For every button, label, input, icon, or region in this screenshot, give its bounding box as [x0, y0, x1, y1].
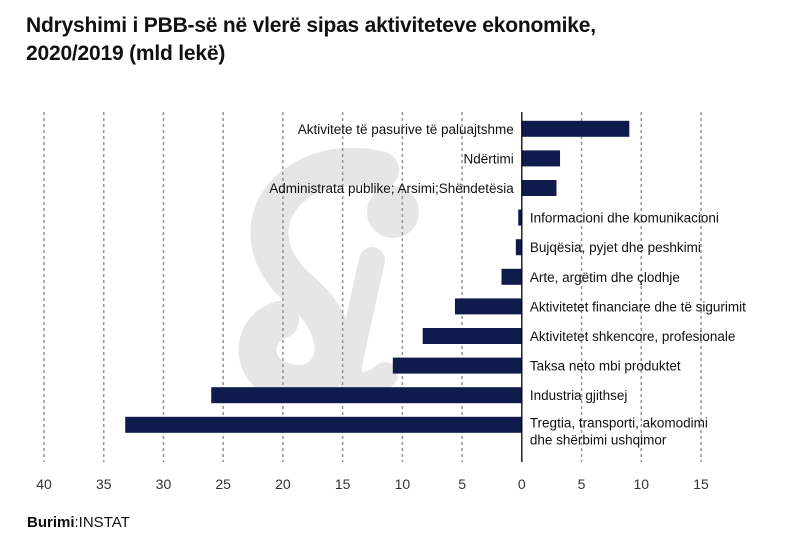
x-tick-label: 15: [335, 476, 351, 492]
x-tick-labels: 40 35 30 25 20 15 10 5 0 5 10 15: [36, 476, 709, 492]
bar: [454, 298, 522, 315]
category-labels: Aktivitete të pasurive të paluajtshme Ndë…: [269, 122, 746, 447]
chart-title-line-1: Ndryshimi i PBB-së në vlerë sipas aktivi…: [26, 14, 596, 37]
watermark-logo: [238, 147, 419, 403]
category-label: Ndërtimi: [464, 151, 514, 166]
bar: [422, 328, 522, 344]
x-tick-label: 10: [395, 476, 411, 492]
category-label: Bujqësia, pyjet dhe peshkimi: [530, 240, 701, 255]
x-tick-label: 10: [633, 476, 649, 492]
category-label: dhe shërbimi ushqimor: [530, 432, 667, 447]
category-label: Aktivitete të pasurive të paluajtshme: [298, 122, 514, 137]
bar: [515, 239, 522, 256]
watermark-dot: [367, 186, 419, 238]
x-tick-label: 35: [96, 476, 112, 492]
bar: [521, 150, 561, 167]
source-note: Burimi:INSTAT: [27, 514, 130, 531]
x-tick-label: 5: [458, 476, 466, 492]
bar: [211, 387, 522, 404]
category-label: Industria gjithsej: [530, 388, 628, 403]
watermark-s-shape: [238, 147, 399, 403]
x-tick-label: 0: [518, 476, 526, 492]
bar: [518, 209, 522, 226]
category-label: Arte, argëtim dhe çlodhje: [530, 270, 680, 285]
category-label: Informacioni dhe komunikacioni: [530, 211, 719, 226]
category-label: Tregtia, transporti, akomodimi: [530, 415, 708, 430]
category-label: Aktivitetet financiare dhe të sigurimit: [530, 299, 746, 314]
source-value: :INSTAT: [74, 514, 130, 531]
bar: [125, 416, 522, 433]
category-label: Taksa neto mbi produktet: [530, 359, 681, 374]
x-tick-label: 15: [693, 476, 709, 492]
bar: [521, 120, 630, 137]
bar: [501, 268, 522, 285]
source-label: Burimi: [27, 514, 75, 531]
x-tick-label: 5: [578, 476, 586, 492]
x-tick-label: 30: [156, 476, 172, 492]
gridlines: [43, 112, 702, 462]
category-label: Aktivitetet shkencore, profesionale: [530, 329, 736, 344]
bar: [392, 357, 522, 374]
chart-title-line-2: 2020/2019 (mld lekë): [26, 42, 226, 65]
x-tick-label: 40: [36, 476, 52, 492]
bars: [125, 120, 630, 433]
x-tick-label: 25: [215, 476, 231, 492]
watermark-i-shape: [336, 247, 398, 399]
chart-title: Ndryshimi i PBB-së në vlerë sipas aktivi…: [26, 12, 766, 68]
bar: [521, 180, 557, 196]
x-tick-label: 20: [275, 476, 291, 492]
category-label: Administrata publike; Arsimi;Shëndetësia: [269, 181, 514, 196]
